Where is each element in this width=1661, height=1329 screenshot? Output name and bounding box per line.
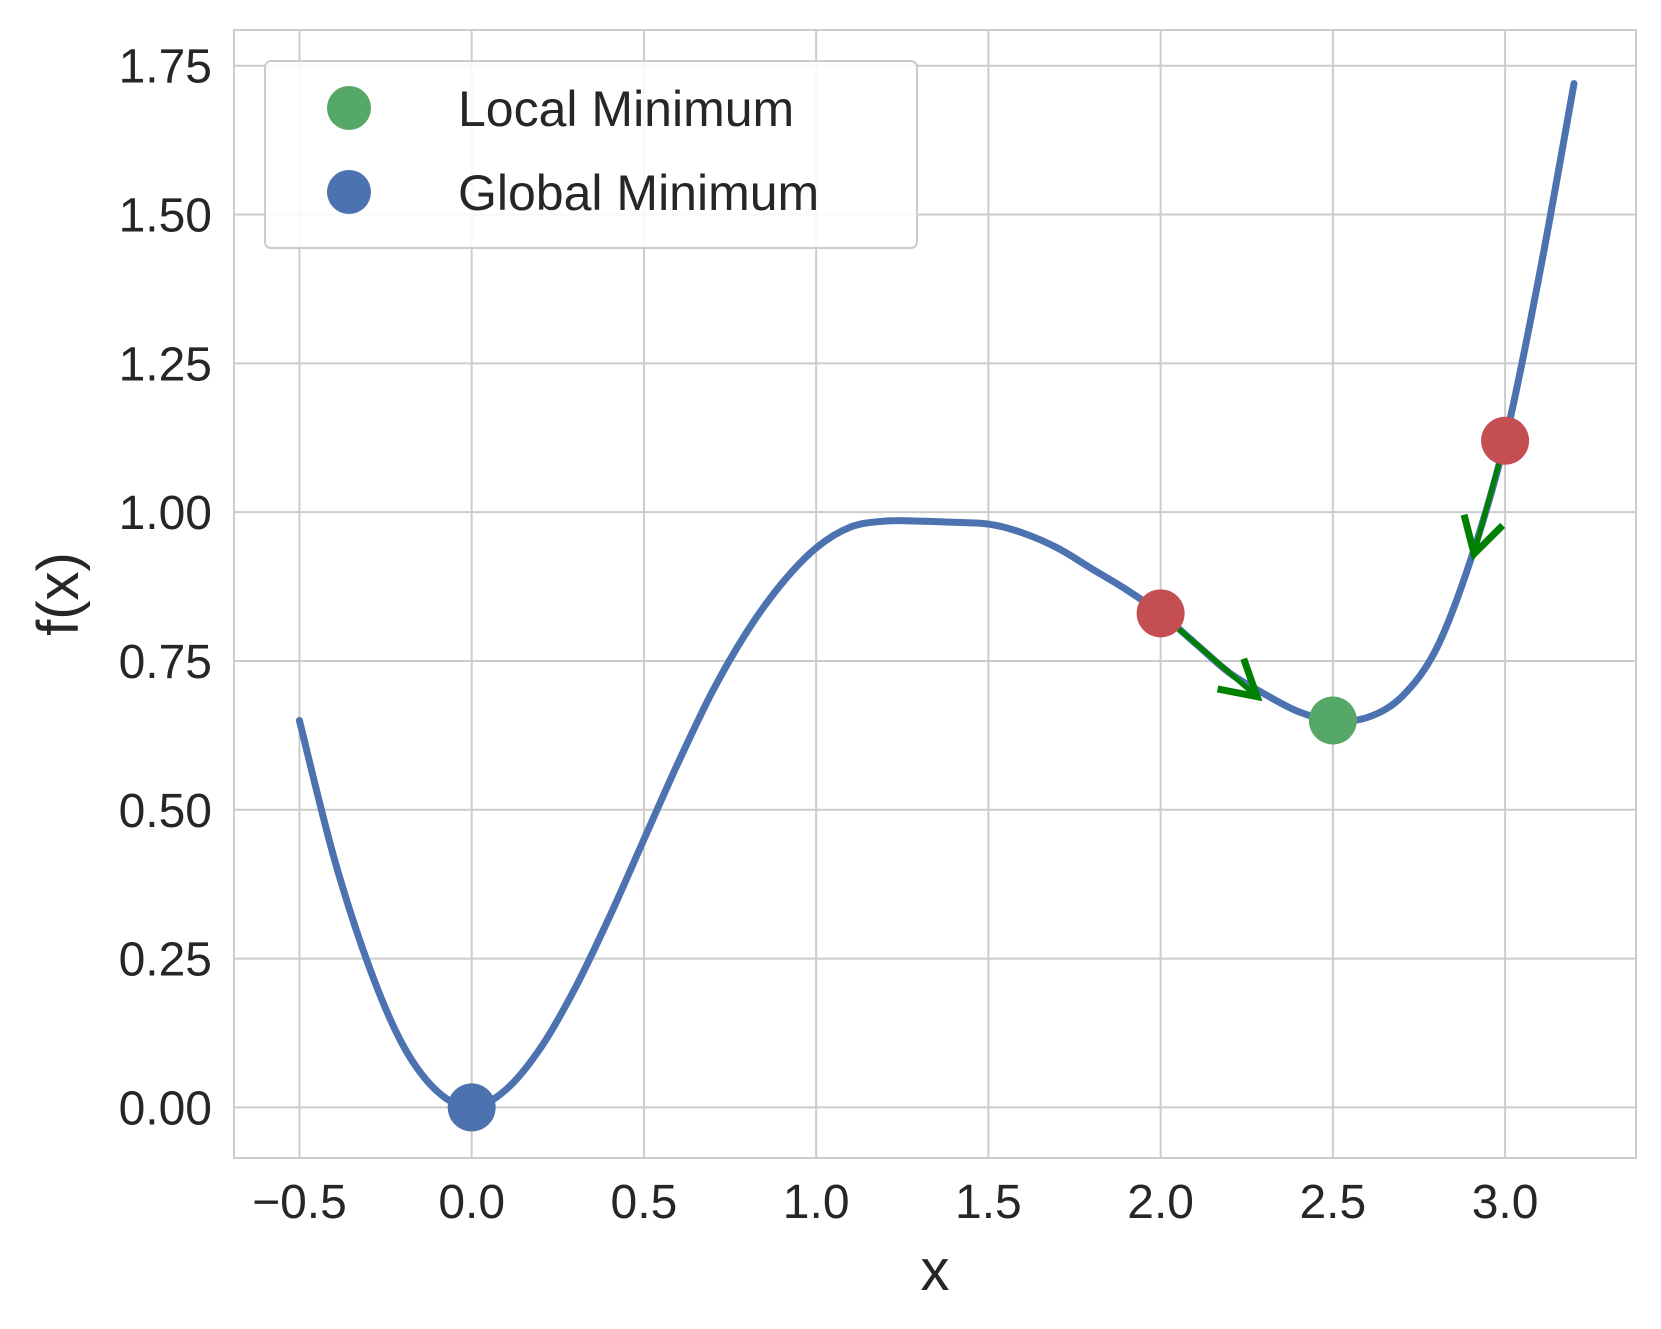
x-tick-label: 3.0	[1472, 1176, 1539, 1229]
local-minimum-point	[1308, 696, 1357, 745]
y-tick-label: 1.50	[119, 190, 212, 243]
y-tick-label: 0.25	[119, 934, 212, 987]
x-axis-label: x	[921, 1238, 950, 1303]
legend-box	[264, 60, 918, 249]
y-tick-label: 1.25	[119, 338, 212, 391]
y-tick-label: 0.50	[119, 785, 212, 838]
legend-marker-global-minimum	[327, 170, 371, 214]
x-tick-label: 0.0	[438, 1176, 505, 1229]
y-tick-label: 0.00	[119, 1082, 212, 1135]
start-point	[1136, 589, 1185, 638]
global-minimum-point	[447, 1083, 496, 1132]
x-tick-label: 1.0	[783, 1176, 850, 1229]
x-tick-label: 2.5	[1299, 1176, 1366, 1229]
legend-marker-local-minimum	[327, 86, 371, 130]
y-tick-labels: 0.00 0.25 0.50 0.75 1.00 1.25 1.50 1.75	[119, 41, 212, 1136]
legend: Local Minimum Global Minimum	[264, 60, 918, 249]
function-curve	[295, 80, 1578, 1111]
legend-label-local-minimum: Local Minimum	[458, 81, 794, 137]
x-tick-label: 1.5	[955, 1176, 1022, 1229]
curve-layer	[295, 80, 1578, 1111]
y-tick-label: 1.75	[119, 41, 212, 94]
y-tick-label: 0.75	[119, 636, 212, 689]
start-point	[1481, 416, 1530, 465]
x-tick-labels: −0.5 0.0 0.5 1.0 1.5 2.0 2.5 3.0	[252, 1176, 1538, 1229]
x-tick-label: 0.5	[611, 1176, 678, 1229]
point-layer	[447, 416, 1530, 1132]
legend-label-global-minimum: Global Minimum	[458, 165, 819, 221]
x-tick-label: −0.5	[252, 1176, 347, 1229]
y-tick-label: 1.00	[119, 487, 212, 540]
x-tick-label: 2.0	[1127, 1176, 1194, 1229]
y-axis-label: f(x)	[26, 552, 91, 636]
